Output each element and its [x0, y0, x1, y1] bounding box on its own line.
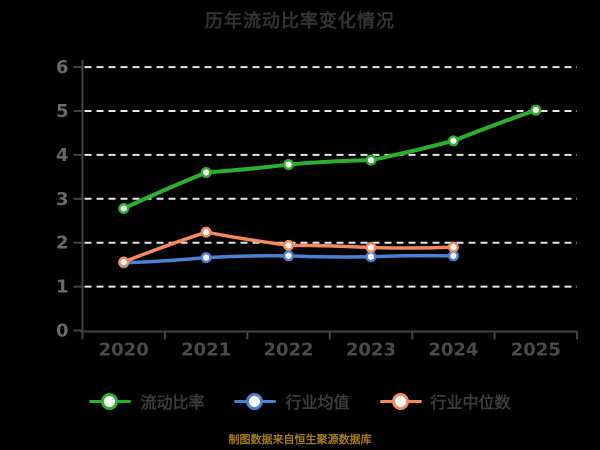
- y-tick-label: 5: [56, 101, 69, 122]
- x-tick-label: 2022: [263, 340, 313, 361]
- line-marker-icon: [234, 392, 277, 410]
- legend-item-industry-median[interactable]: 行业中位数: [379, 389, 511, 413]
- data-point-marker: [200, 166, 212, 178]
- series-line: [121, 108, 538, 211]
- y-tick-label: 3: [56, 189, 69, 210]
- data-point-marker: [447, 135, 459, 147]
- y-tick-label: 6: [56, 57, 69, 78]
- y-tick-label: 0: [56, 321, 69, 342]
- legend-item-current-ratio[interactable]: 流动比率: [89, 389, 204, 413]
- x-tick-label: 2024: [428, 340, 478, 361]
- data-point-marker: [365, 242, 377, 254]
- data-point-marker: [118, 256, 130, 268]
- y-tick-label: 2: [56, 233, 69, 254]
- legend-label: 行业中位数: [430, 393, 511, 412]
- y-tick-label: 4: [56, 145, 69, 166]
- data-source-note: 制图数据来自恒生聚源数据库: [228, 433, 372, 446]
- chart-title: 历年流动比率变化情况: [205, 11, 395, 32]
- line-marker-icon: [89, 392, 132, 410]
- plot-area: 0 1 2 3 4 5 6 2020 2021 2022 2023 2024 2025: [56, 57, 579, 361]
- x-tick-label: 2023: [346, 340, 396, 361]
- data-point-marker: [365, 154, 377, 166]
- data-point-marker: [118, 202, 130, 214]
- x-tick-label: 2020: [99, 340, 149, 361]
- legend-item-industry-mean[interactable]: 行业均值: [234, 389, 350, 413]
- legend-label: 行业均值: [285, 393, 350, 412]
- data-point-marker: [447, 241, 459, 253]
- data-point-marker: [365, 251, 377, 263]
- data-point-marker: [200, 226, 212, 238]
- data-point-marker: [283, 239, 295, 251]
- legend-label: 流动比率: [140, 393, 205, 412]
- y-tick-label: 1: [56, 277, 69, 298]
- data-point-marker: [200, 252, 212, 264]
- line-marker-icon: [379, 392, 422, 410]
- legend: 流动比率 行业均值 行业中位数: [0, 389, 600, 413]
- data-point-marker: [447, 250, 459, 262]
- data-point-marker: [530, 104, 542, 116]
- x-tick-label: 2025: [511, 340, 561, 361]
- data-point-marker: [283, 250, 295, 262]
- data-point-marker: [283, 159, 295, 171]
- x-tick-label: 2021: [181, 340, 231, 361]
